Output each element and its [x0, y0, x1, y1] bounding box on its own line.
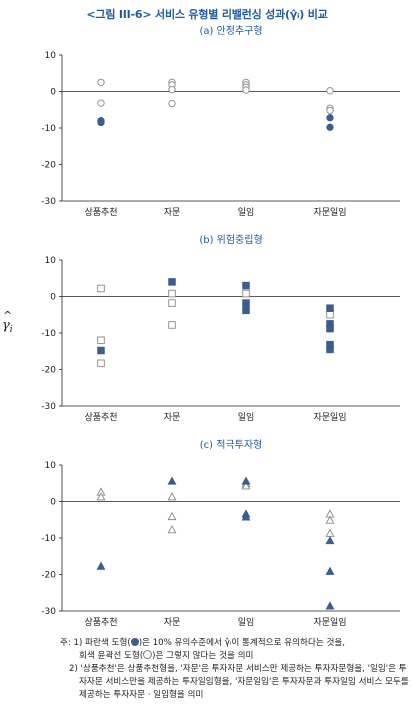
significant-square-point	[326, 304, 334, 312]
filled-circle-icon	[130, 638, 139, 646]
y-tick-label: 10	[45, 461, 57, 471]
significant-triangle-point	[241, 476, 251, 485]
significant-square-point	[242, 299, 250, 307]
note-1-text-b: )은 10% 유의수준에서 γ̂ᵢ이 통계적으로 유의하다는 것을,	[138, 638, 346, 648]
note-1-text-d: )은 그렇지 않다는 것을 의미	[152, 651, 254, 661]
note-1: 주: 1) 파란색 도형( )은 10% 유의수준에서 γ̂ᵢ이 통계적으로 유의…	[60, 637, 410, 650]
x-tick-label: 일임	[238, 616, 255, 628]
significant-square-point	[242, 306, 250, 315]
insignificant-square-point	[326, 311, 334, 319]
y-tick-label: -10	[41, 534, 56, 544]
x-tick-label: 일임	[238, 411, 255, 423]
y-tick-label: 10	[45, 51, 57, 61]
insignificant-circle-point	[97, 99, 105, 107]
insignificant-circle-point	[242, 86, 250, 94]
significant-triangle-point	[241, 512, 251, 521]
y-tick-label: -30	[41, 607, 56, 617]
y-tick-label: -20	[41, 366, 56, 376]
significant-triangle-point	[325, 566, 335, 575]
insignificant-square-point	[97, 336, 105, 345]
notes: 주: 1) 파란색 도형( )은 10% 유의수준에서 γ̂ᵢ이 통계적으로 유의…	[60, 637, 410, 702]
significant-triangle-point	[167, 476, 177, 485]
insignificant-circle-point	[326, 106, 334, 115]
y-tick-label: -10	[41, 329, 56, 339]
significant-triangle-point	[96, 561, 106, 570]
note-1-text-a: 주: 1) 파란색 도형(	[60, 638, 131, 648]
significant-circle-point	[326, 123, 334, 131]
insignificant-square-point	[97, 359, 105, 368]
insignificant-circle-point	[168, 86, 176, 94]
panel-title: (b) 위험중립형	[199, 233, 262, 246]
significant-triangle-point	[325, 535, 335, 545]
y-axis-symbol: ^ γi	[2, 309, 13, 335]
y-axis-symbol-hat: ^	[3, 309, 13, 322]
panel-title: (c) 적극투자형	[200, 439, 262, 451]
x-tick-label: 자문	[164, 617, 181, 628]
insignificant-triangle-point	[241, 481, 251, 490]
note-1-cont: 회색 윤곽선 도형( )은 그렇지 않다는 것을 의미	[60, 650, 410, 663]
y-tick-label: -10	[41, 124, 56, 134]
insignificant-triangle-point	[167, 511, 177, 521]
x-tick-label: 자문일임	[313, 206, 346, 218]
insignificant-triangle-point	[167, 525, 177, 534]
significant-square-point	[97, 346, 105, 355]
x-tick-label: 상품추천	[84, 207, 117, 218]
insignificant-square-point	[168, 321, 176, 329]
x-tick-label: 자문	[164, 412, 181, 423]
significant-square-point	[326, 345, 334, 354]
insignificant-square-point	[168, 299, 176, 307]
y-tick-label: -30	[41, 402, 56, 412]
x-tick-label: 자문일임	[313, 411, 346, 423]
panel-title: (a) 안정추구형	[199, 25, 262, 37]
y-tick-label: -20	[41, 161, 56, 171]
insignificant-circle-point	[97, 78, 105, 87]
significant-circle-point	[326, 114, 334, 122]
y-tick-label: 10	[45, 256, 57, 266]
x-tick-label: 자문	[164, 207, 181, 218]
significant-square-point	[326, 324, 334, 333]
x-tick-label: 상품추천	[84, 617, 117, 628]
x-tick-label: 자문일임	[313, 616, 346, 628]
insignificant-triangle-point	[167, 492, 177, 501]
insignificant-circle-point	[326, 87, 334, 95]
note-2: 2) '상품추천'은 상품추천형을, '자문'은 투자자문 서비스만 제공하는 …	[69, 664, 409, 700]
figure-title: <그림 III-6> 서비스 유형별 리밸런싱 성과(γ̂ᵢ) 비교	[86, 8, 328, 21]
significant-square-point	[242, 281, 250, 290]
y-tick-label: -20	[41, 571, 56, 581]
y-tick-label: -30	[41, 197, 56, 207]
insignificant-triangle-point	[325, 528, 335, 537]
insignificant-square-point	[97, 284, 105, 293]
significant-circle-point	[97, 118, 105, 127]
insignificant-square-point	[242, 289, 250, 298]
note-1-text-c: 회색 윤곽선 도형(	[79, 651, 144, 661]
y-tick-label: 0	[50, 88, 56, 98]
significant-square-point	[168, 278, 176, 286]
significant-triangle-point	[325, 601, 335, 610]
insignificant-triangle-point	[96, 492, 106, 501]
y-tick-label: 0	[50, 293, 56, 303]
x-tick-label: 일임	[238, 206, 255, 218]
insignificant-circle-point	[168, 99, 176, 108]
hollow-circle-icon	[143, 650, 153, 659]
x-tick-label: 상품추천	[84, 412, 117, 423]
insignificant-triangle-point	[325, 515, 335, 524]
y-tick-label: 0	[50, 498, 56, 508]
insignificant-square-point	[168, 289, 176, 298]
